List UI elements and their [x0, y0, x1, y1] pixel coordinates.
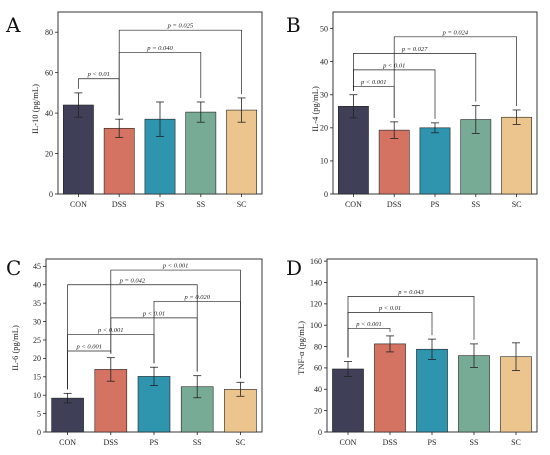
panel-a: A IL-10 (pg/mL) 0 20 40 60 80 CON DSS PS SS SC p <…: [5, 11, 263, 209]
y-tick-label: 0: [318, 428, 322, 437]
p-value-label: p = 0.024: [442, 29, 469, 36]
significance-bracket: [67, 284, 198, 390]
y-tick-label: 80: [314, 342, 322, 351]
y-tick-label: 40: [314, 385, 322, 394]
x-tick-label: SC: [236, 438, 246, 447]
y-tick-label: 30: [33, 317, 41, 326]
bar-dss: [378, 129, 410, 195]
panel-d: D TNF-α (pg/mL) 0 20 40 60 80 100 120 140 160 CON…: [286, 256, 538, 447]
x-tick-label: DSS: [387, 200, 402, 209]
y-tick-label: 60: [314, 364, 322, 373]
x-tick-label: PS: [150, 438, 159, 447]
x-tick-label: SC: [237, 200, 247, 209]
x-tick-label: CON: [70, 200, 87, 209]
significance-bracket: [118, 29, 242, 116]
p-value-label: p < 0.01: [142, 310, 165, 317]
y-tick-label: 0: [49, 190, 53, 199]
x-tick-label: PS: [431, 200, 440, 209]
bar-ss: [185, 111, 217, 195]
bar-sc: [226, 109, 257, 195]
y-tick-label: 140: [310, 278, 322, 287]
bar-con: [332, 368, 364, 433]
x-tick-label: SS: [471, 200, 480, 209]
y-tick-label: 100: [310, 321, 322, 330]
x-tick-label: SC: [511, 438, 521, 447]
x-tick-label: DSS: [383, 438, 398, 447]
y-tick-label: 50: [320, 24, 328, 33]
y-tick-label: 120: [310, 300, 322, 309]
x-tick-label: PS: [156, 200, 165, 209]
x-tick-label: SC: [512, 200, 522, 209]
y-tick-label: 60: [45, 68, 53, 77]
p-value-label: p < 0.001: [75, 344, 102, 351]
p-value-label: p < 0.01: [87, 71, 110, 78]
y-tick-label: 5: [37, 409, 41, 418]
x-tick-label: CON: [345, 200, 362, 209]
y-tick-label: 40: [320, 57, 328, 66]
panel-letter-c: C: [6, 256, 21, 280]
significance-bracket: [347, 296, 475, 358]
x-tick-label: PS: [428, 438, 437, 447]
bar-con: [51, 397, 84, 433]
p-value-label: p < 0.001: [97, 327, 124, 334]
p-value-label: p < 0.01: [382, 62, 405, 69]
y-axis-title-a: IL-10 (pg/mL): [30, 84, 40, 134]
x-tick-label: CON: [340, 438, 357, 447]
panel-letter-a: A: [5, 13, 21, 37]
p-value-label: p < 0.01: [378, 305, 401, 312]
bar-ps: [419, 127, 451, 195]
p-value-label: p = 0.042: [119, 277, 146, 284]
bar-con: [63, 104, 94, 195]
bar-dss: [374, 343, 406, 433]
bar-sc: [501, 116, 532, 195]
significance-bracket: [393, 36, 517, 118]
significance-bracket: [110, 269, 241, 379]
y-tick-label: 35: [33, 299, 41, 308]
p-value-label: p < 0.001: [360, 79, 387, 86]
y-tick-label: 0: [324, 190, 328, 199]
y-tick-label: 10: [33, 391, 41, 400]
y-tick-label: 0: [37, 428, 41, 437]
x-tick-label: DSS: [112, 200, 127, 209]
panel-c: C IL-6 (pg/mL) 0 5 10 15 20 25 30 35 40 45 CON DSS P…: [6, 256, 263, 447]
y-tick-label: 10: [320, 157, 328, 166]
panel-letter-d: D: [286, 256, 302, 280]
panel-letter-b: B: [286, 13, 301, 37]
bar-ss: [458, 355, 490, 433]
y-tick-label: 20: [45, 149, 53, 158]
p-value-label: p = 0.027: [401, 46, 428, 53]
y-axis-title-d: TNF-α (pg/mL): [296, 321, 306, 375]
x-tick-label: SS: [196, 200, 205, 209]
p-value-label: p = 0.040: [146, 45, 173, 52]
y-tick-label: 40: [33, 281, 41, 290]
p-value-label: p < 0.001: [355, 321, 382, 328]
x-tick-label: CON: [59, 438, 76, 447]
y-tick-label: 80: [45, 28, 53, 37]
y-tick-label: 20: [320, 124, 328, 133]
x-tick-label: SS: [470, 438, 479, 447]
bar-dss: [103, 127, 135, 195]
p-value-label: p = 0.025: [167, 23, 194, 30]
p-value-label: p = 0.043: [397, 289, 424, 296]
y-tick-label: 40: [45, 109, 53, 118]
y-tick-label: 30: [320, 91, 328, 100]
y-tick-label: 20: [33, 354, 41, 363]
y-tick-label: 15: [33, 373, 41, 382]
x-tick-label: DSS: [103, 438, 118, 447]
y-tick-label: 160: [310, 257, 322, 266]
panel-b: B IL-4 (pg/mL) 0 10 20 30 40 50 CON DSS PS SS SC p …: [286, 11, 538, 209]
x-tick-label: SS: [193, 438, 202, 447]
bar-ps: [416, 348, 448, 433]
y-axis-title-b: IL-4 (pg/mL): [310, 86, 320, 132]
y-tick-label: 25: [33, 336, 41, 345]
significance-bracket: [353, 53, 477, 102]
y-tick-label: 20: [314, 406, 322, 415]
p-value-label: p < 0.001: [162, 263, 189, 270]
y-axis-title-c: IL-6 (pg/mL): [10, 325, 20, 371]
bar-con: [338, 106, 369, 195]
y-tick-label: 45: [33, 262, 41, 271]
